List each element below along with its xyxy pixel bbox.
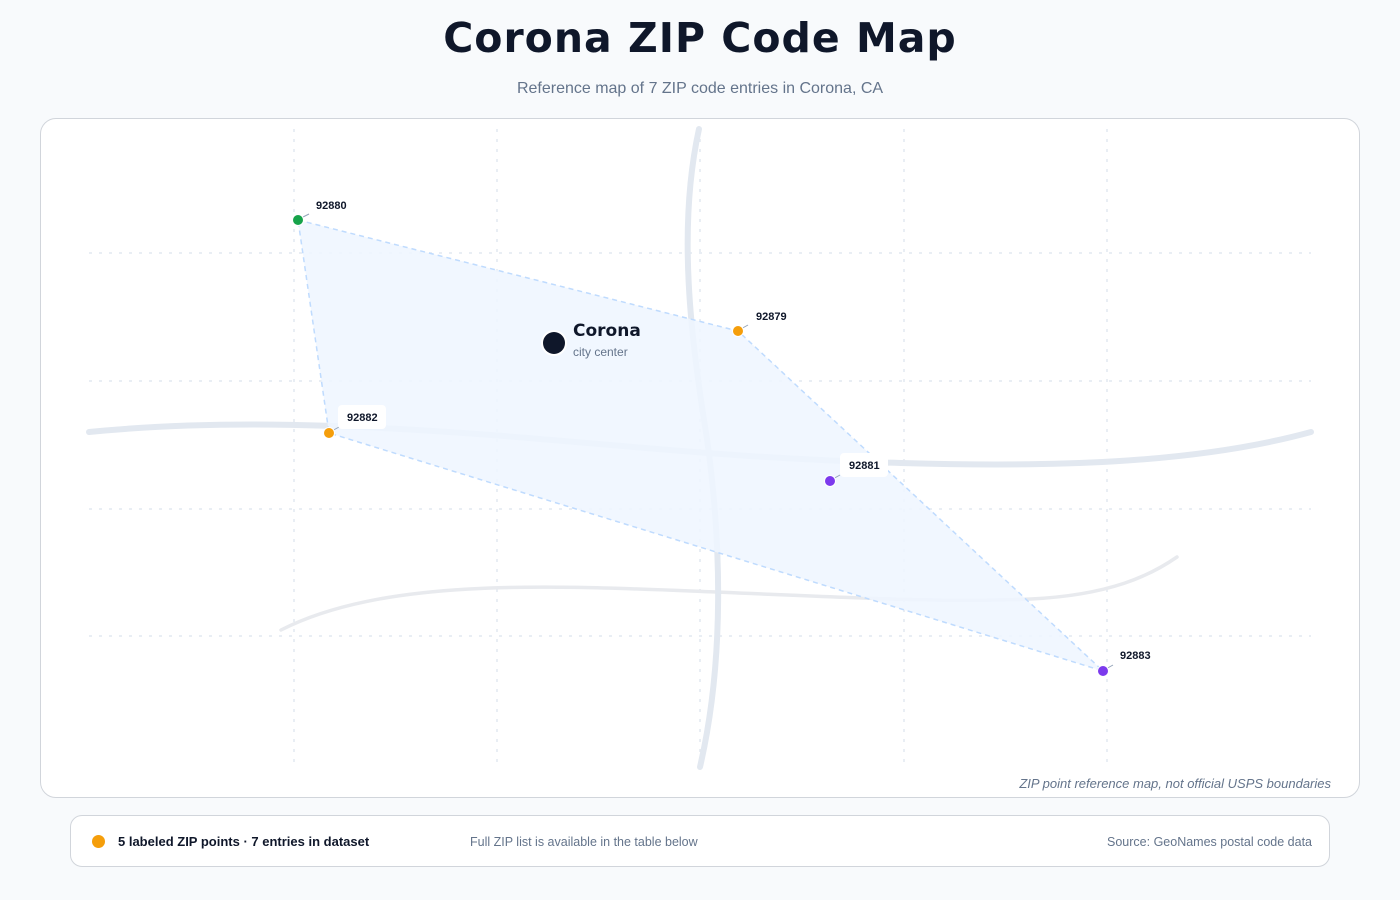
map-canvas[interactable]: Corona city center 92880 92879 92882 bbox=[41, 119, 1359, 797]
legend-dot bbox=[92, 835, 105, 848]
zip-point-92883-fill bbox=[1098, 666, 1108, 676]
zip-label-92883: 92883 bbox=[1120, 650, 1151, 662]
zip-label-92882-bg bbox=[338, 405, 386, 429]
zip-marker-92880[interactable]: 92880 bbox=[292, 200, 347, 226]
zip-marker-92879[interactable]: 92879 bbox=[732, 311, 787, 337]
legend-hint: Full ZIP list is available in the table … bbox=[470, 835, 698, 849]
zip-label-92882: 92882 bbox=[347, 412, 378, 424]
city-subtitle-label: city center bbox=[573, 345, 628, 359]
zip-label-92880: 92880 bbox=[316, 200, 347, 212]
legend-bar: 5 labeled ZIP points · 7 entries in data… bbox=[70, 815, 1330, 867]
zip-point-92880-fill bbox=[293, 215, 303, 225]
city-name-label: Corona bbox=[573, 321, 641, 341]
city-center-dot-fill bbox=[543, 332, 565, 354]
zip-point-92879-fill bbox=[733, 326, 743, 336]
legend-summary: 5 labeled ZIP points · 7 entries in data… bbox=[118, 834, 370, 849]
zip-label-92881-bg bbox=[840, 453, 888, 477]
zip-coverage-area bbox=[297, 218, 1104, 672]
page-subtitle: Reference map of 7 ZIP code entries in C… bbox=[516, 80, 884, 97]
road-secondary bbox=[279, 555, 1179, 632]
page-title: Corona ZIP Code Map bbox=[443, 14, 957, 62]
zip-marker-92883[interactable]: 92883 bbox=[1097, 650, 1151, 677]
city-center-marker[interactable]: Corona city center bbox=[541, 321, 641, 359]
map-disclaimer: ZIP point reference map, not official US… bbox=[1019, 776, 1331, 791]
zip-marker-92882[interactable]: 92882 bbox=[323, 405, 386, 439]
zip-label-92879: 92879 bbox=[756, 311, 787, 323]
map-panel[interactable]: Corona city center 92880 92879 92882 bbox=[40, 118, 1360, 798]
data-source-credit: Source: GeoNames postal code data bbox=[1107, 835, 1312, 849]
zip-point-92881-fill bbox=[825, 476, 835, 486]
zip-label-92881: 92881 bbox=[849, 460, 880, 472]
zip-marker-92881[interactable]: 92881 bbox=[824, 453, 888, 487]
zip-point-92882-fill bbox=[324, 428, 334, 438]
